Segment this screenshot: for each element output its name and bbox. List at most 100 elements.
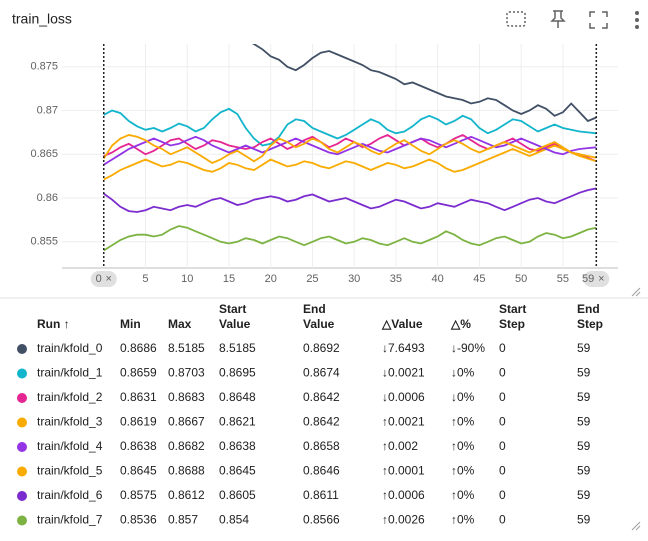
column-header: End Step <box>577 302 603 331</box>
legend-dot <box>17 393 27 403</box>
cell: ↓0% <box>451 390 475 404</box>
y-tick-label: 0.875 <box>30 61 58 73</box>
cell: ↑0.002 <box>382 439 418 453</box>
column-header: Start Value <box>219 302 251 331</box>
cell: 0.8667 <box>168 415 205 429</box>
legend-dot <box>17 417 27 428</box>
cell: ↓-90% <box>451 341 485 355</box>
header-line: End <box>577 302 600 316</box>
cell: 0.857 <box>168 513 198 527</box>
cell: 0.8659 <box>120 366 157 380</box>
cell: ↓7.6493 <box>382 341 425 355</box>
cell: 0.854 <box>219 513 249 527</box>
cell: 0 <box>499 341 506 355</box>
cell: ↓0.0006 <box>382 390 425 404</box>
cell: 59 <box>577 513 591 527</box>
toolbar[interactable] <box>506 10 639 29</box>
range-label: 59 <box>582 273 594 285</box>
column-header: Start Step <box>499 302 526 331</box>
series-line <box>103 225 597 252</box>
cell: train/kfold_6 <box>37 488 103 502</box>
header-line: Start <box>219 302 246 316</box>
cell: train/kfold_4 <box>37 439 103 453</box>
range-chip <box>583 271 610 287</box>
cell: ↑0.0021 <box>382 415 425 429</box>
cell: 0 <box>499 390 506 404</box>
cell: train/kfold_1 <box>37 366 103 380</box>
cell: 0.8605 <box>219 488 256 502</box>
series-line <box>103 135 597 166</box>
cell: 0.8646 <box>303 464 340 478</box>
header-line: End <box>303 302 326 316</box>
header-line: Start <box>499 302 526 316</box>
series-line <box>103 144 597 181</box>
pin-icon[interactable] <box>550 10 566 28</box>
range-label: 0 <box>96 273 102 285</box>
cell: 59 <box>577 415 591 429</box>
legend-dot <box>17 368 27 379</box>
cell: train/kfold_7 <box>37 513 103 527</box>
cell: 59 <box>577 341 591 355</box>
series-line <box>251 44 597 123</box>
cell: 0.8695 <box>219 366 256 380</box>
cell: 59 <box>577 439 591 453</box>
cell: 0.8575 <box>120 488 157 502</box>
cell: ↑0% <box>451 513 475 527</box>
legend-dot <box>17 442 27 452</box>
cell: 0.8703 <box>168 366 205 380</box>
cell: 0.8682 <box>168 439 205 453</box>
x-tick-label: 25 <box>306 273 318 285</box>
legend-dot <box>17 515 27 526</box>
column-header: △% <box>450 317 471 331</box>
cell: 0 <box>499 513 506 527</box>
x-tick-label: 15 <box>223 273 235 285</box>
cell: ↑0% <box>451 464 475 478</box>
header-line: Value <box>219 317 251 331</box>
cell: 59 <box>577 464 591 478</box>
cell: 0.8642 <box>303 390 340 404</box>
cell: 0.8686 <box>120 341 157 355</box>
x-tick-label: 5 <box>142 273 148 285</box>
cell: 0.8648 <box>219 390 256 404</box>
cell: 8.5185 <box>168 341 205 355</box>
cell: ↑0% <box>451 415 475 429</box>
cell: train/kfold_3 <box>37 415 103 429</box>
cell: 0.8621 <box>219 415 256 429</box>
cell: 0.8674 <box>303 366 340 380</box>
range-chip <box>90 271 117 287</box>
cell: 0.8536 <box>120 513 157 527</box>
cell: 0.8619 <box>120 415 157 429</box>
cell: 0.8611 <box>303 488 339 502</box>
cell: 0 <box>499 366 506 380</box>
cell: 0.8645 <box>219 464 256 478</box>
x-tick-label: 45 <box>473 273 485 285</box>
cell: 59 <box>577 488 591 502</box>
menu-icon[interactable] <box>635 11 639 29</box>
header-line: Value <box>303 317 335 331</box>
cell: 0 <box>499 439 506 453</box>
cell: ↑0.0006 <box>382 488 425 502</box>
column-header: Run ↑ <box>37 317 70 331</box>
fit-icon[interactable] <box>506 11 526 27</box>
series-line <box>103 187 597 213</box>
cell: 0.8645 <box>120 464 157 478</box>
resize-handle <box>631 287 641 297</box>
column-header: Min <box>120 317 141 331</box>
cell: 0.8688 <box>168 464 205 478</box>
cell: 0.8683 <box>168 390 205 404</box>
header-line: Step <box>577 317 603 331</box>
cell: ↑0.0026 <box>382 513 425 527</box>
fullscreen-icon[interactable] <box>589 11 608 29</box>
resize-handle <box>631 521 641 531</box>
x-tick-label: 55 <box>557 273 569 285</box>
cell: ↑0% <box>451 439 475 453</box>
x-tick-label: 30 <box>348 273 360 285</box>
cell: 8.5185 <box>219 341 256 355</box>
series-line <box>103 133 597 163</box>
cell: 0.8642 <box>303 415 340 429</box>
cell: 0.8631 <box>120 390 157 404</box>
cell: 59 <box>577 390 591 404</box>
y-tick-label: 0.86 <box>37 192 58 204</box>
